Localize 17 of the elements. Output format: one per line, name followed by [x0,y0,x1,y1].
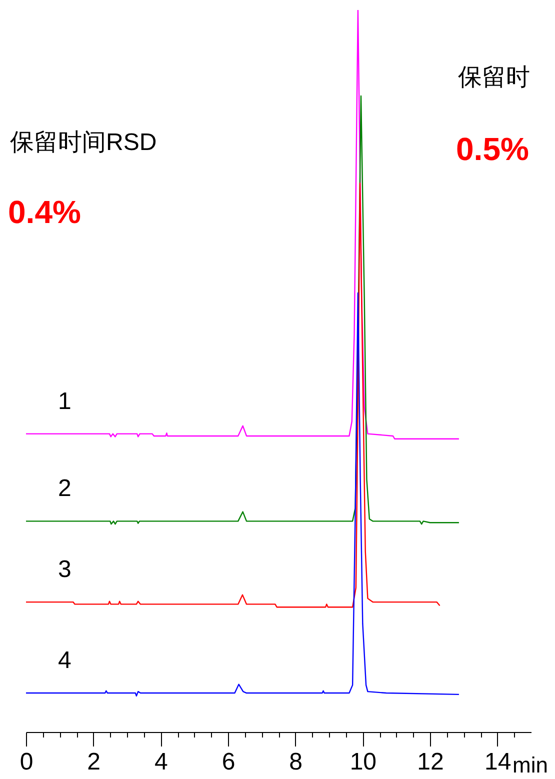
annotation: 0.4% [8,194,81,230]
annotation: 0.5% [456,131,529,167]
x-tick-label: 14 [484,748,512,776]
x-tick-label: 6 [222,748,236,776]
x-tick-label: 0 [20,748,34,776]
series-label: 1 [58,388,72,415]
series-label: 2 [58,475,72,502]
series-label: 3 [58,556,72,584]
annotation: 保留时间RSD [10,129,157,156]
x-tick-label: 4 [154,748,168,776]
x-axis-title: min [512,752,548,778]
series-label: 4 [58,647,72,674]
x-tick-label: 12 [417,748,444,776]
x-tick-label: 10 [350,748,377,776]
x-tick-label: 2 [87,748,101,776]
annotation: 保留时 [458,64,530,91]
x-tick-label: 8 [289,748,303,776]
